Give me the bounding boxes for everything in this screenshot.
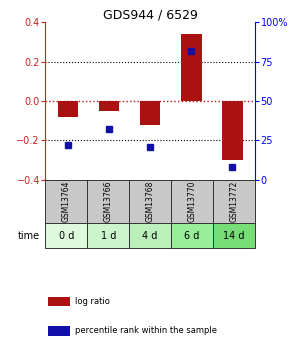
Bar bbox=[45, 179, 87, 223]
Bar bbox=[171, 179, 213, 223]
Bar bbox=[171, 223, 213, 248]
Bar bbox=[222, 101, 243, 160]
Bar bbox=[213, 179, 255, 223]
Text: GSM13764: GSM13764 bbox=[62, 180, 71, 222]
Text: 0 d: 0 d bbox=[59, 231, 74, 241]
Title: GDS944 / 6529: GDS944 / 6529 bbox=[103, 8, 197, 21]
Bar bbox=[48, 326, 70, 336]
Bar bbox=[48, 297, 70, 306]
Bar bbox=[87, 223, 129, 248]
Text: 4 d: 4 d bbox=[142, 231, 158, 241]
Text: GSM13768: GSM13768 bbox=[146, 180, 155, 222]
Bar bbox=[87, 179, 129, 223]
Bar bbox=[58, 101, 78, 117]
Bar bbox=[99, 101, 119, 111]
Bar bbox=[45, 223, 87, 248]
Bar bbox=[129, 223, 171, 248]
Text: GSM13772: GSM13772 bbox=[229, 180, 239, 222]
Text: time: time bbox=[18, 231, 40, 241]
Bar bbox=[140, 101, 161, 125]
Text: 1 d: 1 d bbox=[100, 231, 116, 241]
Bar bbox=[213, 223, 255, 248]
Text: GSM13766: GSM13766 bbox=[104, 180, 113, 222]
Text: percentile rank within the sample: percentile rank within the sample bbox=[75, 326, 217, 335]
Text: log ratio: log ratio bbox=[75, 297, 110, 306]
Bar bbox=[129, 179, 171, 223]
Text: GSM13770: GSM13770 bbox=[188, 180, 197, 222]
Text: 14 d: 14 d bbox=[223, 231, 245, 241]
Bar bbox=[181, 34, 202, 101]
Text: 6 d: 6 d bbox=[184, 231, 200, 241]
